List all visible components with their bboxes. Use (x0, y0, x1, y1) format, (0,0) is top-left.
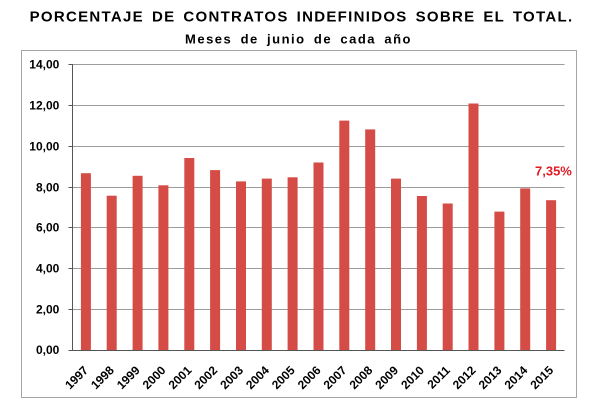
svg-text:Meses de junio de cada año: Meses de junio de cada año (185, 31, 412, 46)
svg-text:2,00: 2,00 (36, 303, 60, 317)
svg-text:4,00: 4,00 (36, 262, 60, 276)
svg-text:6,00: 6,00 (36, 221, 60, 235)
svg-text:14,00: 14,00 (29, 58, 59, 72)
svg-text:12,00: 12,00 (29, 99, 59, 113)
svg-text:PORCENTAJE DE CONTRATOS INDEFI: PORCENTAJE DE CONTRATOS INDEFINIDOS SOBR… (30, 8, 574, 25)
svg-text:0,00: 0,00 (36, 343, 60, 357)
svg-text:8,00: 8,00 (36, 181, 60, 195)
svg-text:10,00: 10,00 (29, 140, 59, 154)
svg-text:7,35%: 7,35% (535, 163, 572, 178)
